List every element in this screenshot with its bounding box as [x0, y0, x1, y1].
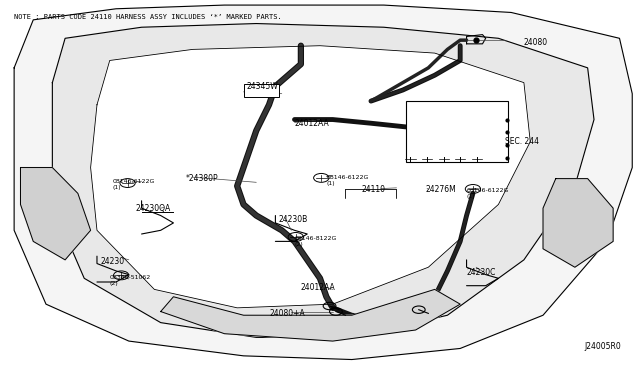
Polygon shape — [543, 179, 613, 267]
Text: 24230C: 24230C — [467, 268, 496, 277]
Text: 24012AA: 24012AA — [294, 119, 329, 128]
Text: 24230: 24230 — [100, 257, 124, 266]
Text: 24110: 24110 — [362, 185, 385, 194]
Text: 24276M: 24276M — [425, 185, 456, 194]
Bar — [406, 101, 508, 162]
Text: 08146-6122G
(1): 08146-6122G (1) — [326, 175, 369, 186]
Polygon shape — [161, 289, 460, 341]
Text: 24345W: 24345W — [246, 82, 278, 91]
Text: 08146-6122G
(1): 08146-6122G (1) — [467, 188, 509, 199]
Bar — [244, 84, 278, 97]
Text: 24080: 24080 — [524, 38, 548, 46]
Polygon shape — [14, 5, 632, 359]
Text: NOTE : PARTS CODE 24110 HARNESS ASSY INCLUDES ‘*’ MARKED PARTS.: NOTE : PARTS CODE 24110 HARNESS ASSY INC… — [14, 14, 282, 20]
Text: 24080+A: 24080+A — [269, 309, 305, 318]
Text: 08360-51062
(2): 08360-51062 (2) — [109, 275, 151, 286]
Text: 24230QA: 24230QA — [135, 203, 170, 213]
Text: 24230B: 24230B — [278, 215, 308, 224]
Text: 24012AA: 24012AA — [301, 283, 335, 292]
Text: J24005R0: J24005R0 — [584, 342, 621, 351]
Polygon shape — [91, 46, 531, 308]
Text: *24380P: *24380P — [186, 174, 219, 183]
Polygon shape — [52, 23, 594, 337]
Text: 08146-6122G
(1): 08146-6122G (1) — [113, 179, 156, 190]
Text: 08146-8122G
(2): 08146-8122G (2) — [294, 236, 337, 247]
Text: SEC. 244: SEC. 244 — [505, 137, 539, 146]
Polygon shape — [20, 167, 91, 260]
